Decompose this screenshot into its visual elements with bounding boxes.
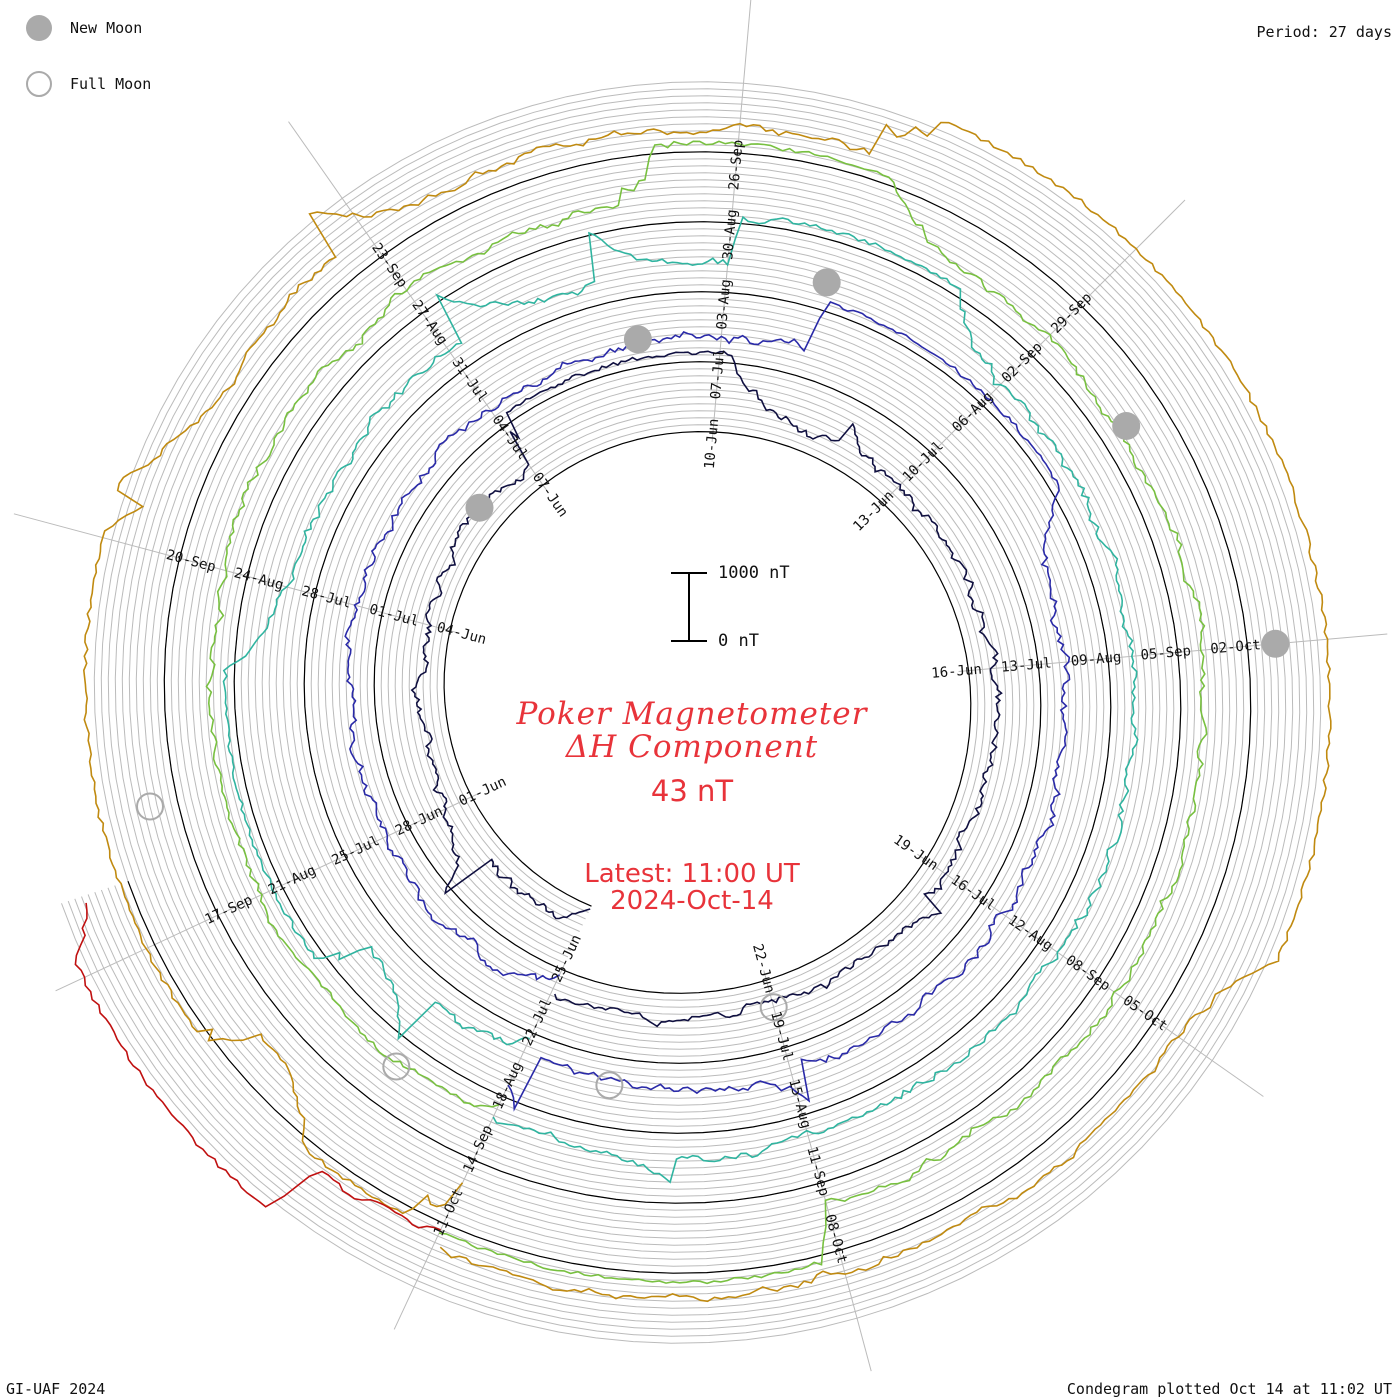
date-label: 23-Sep (368, 240, 410, 291)
grid-spiral-7 (81, 102, 1301, 1323)
date-label: 03-Aug (714, 279, 734, 331)
grid-spiral-5 (94, 116, 1287, 1309)
spoke-5 (874, 199, 1186, 511)
spoke-3 (288, 121, 550, 494)
date-label: 04-Jun (435, 620, 488, 649)
date-label: 08-Oct (822, 1213, 851, 1266)
trace-turn-2 (344, 301, 1071, 1112)
legend-full-moon: Full Moon (26, 68, 151, 100)
new-moon-marker (812, 268, 841, 297)
date-label: 07-Jul (708, 348, 728, 400)
date-label: 28-Jun (393, 803, 446, 839)
latest-date: 2024-Oct-14 (610, 886, 774, 916)
grid-spiral-4 (100, 123, 1280, 1302)
date-label: 13-Jul (1001, 655, 1053, 675)
grid-spiral-6 (87, 109, 1294, 1316)
grid-spiral-9 (67, 88, 1315, 1337)
new-moon-marker (465, 493, 494, 522)
grid-spiral-2 (114, 137, 1266, 1288)
scale-top-label: 1000 nT (718, 563, 790, 583)
new-moon-marker (1112, 412, 1141, 440)
spoke-1 (55, 792, 482, 992)
current-value: 43 nT (650, 774, 734, 808)
new-moon-marker (623, 325, 652, 354)
full-moon-marker (759, 993, 788, 1022)
date-label: 19-Jul (767, 1010, 796, 1063)
spoke-9 (393, 960, 567, 1330)
chart-title: Poker Magnetometer (516, 696, 868, 732)
date-label: 02-Oct (1210, 637, 1262, 657)
moon-markers (136, 268, 1290, 1100)
spoke-8 (763, 970, 872, 1372)
date-label: 05-Oct (1120, 993, 1171, 1035)
spokes (13, 0, 1388, 1372)
baseline-spiral (127, 151, 1252, 1274)
date-label: 15-Aug (785, 1077, 814, 1130)
baseline-spiral-path (127, 151, 1252, 1274)
new-moon-icon (26, 15, 52, 41)
spoke-7 (917, 853, 1264, 1097)
data-traces (74, 121, 1332, 1303)
date-label: 08-Sep (1062, 952, 1113, 994)
legend-new-moon: New Moon (26, 12, 142, 44)
grid-layer (61, 81, 1322, 1344)
date-label: 30-Aug (720, 209, 740, 261)
date-label: 26-Sep (726, 139, 746, 191)
legend-new-moon-label: New Moon (70, 19, 143, 37)
date-label: 07-Jun (529, 470, 571, 521)
latest-time: Latest: 11:00 UT (584, 859, 800, 889)
chart-subtitle: ΔH Component (565, 729, 819, 765)
spoke-2 (13, 513, 460, 634)
legend-full-moon-label: Full Moon (70, 75, 152, 93)
scale-bar (671, 572, 707, 642)
date-label: 11-Sep (803, 1145, 832, 1198)
full-moon-marker (382, 1052, 411, 1081)
date-label: 12-Aug (1005, 912, 1056, 954)
date-label: 27-Aug (408, 297, 450, 348)
footer-plot-time: Condegram plotted Oct 14 at 11:02 UT (1066, 1380, 1392, 1398)
full-moon-icon (26, 71, 52, 97)
scale-bottom-label: 0 nT (718, 631, 759, 651)
date-label: 09-Aug (1070, 649, 1122, 669)
date-label: 22-Jun (749, 942, 778, 995)
period-label: Period: 27 days (1256, 23, 1392, 41)
spoke-6 (958, 633, 1388, 672)
trace-turn-6 (74, 902, 441, 1231)
date-label: 25-Jul (329, 833, 382, 869)
date-label: 10-Jun (702, 418, 722, 470)
footer-credit: GI-UAF 2024 (6, 1380, 106, 1398)
spoke-4 (711, 0, 752, 442)
trace-turn-3 (222, 215, 1139, 1184)
full-moon-marker (136, 792, 164, 821)
trace-turn-5 (82, 121, 1332, 1303)
new-moon-marker (1261, 629, 1290, 658)
full-moon-marker (595, 1071, 624, 1100)
trace-turn-1 (410, 350, 1003, 1028)
date-label: 05-Sep (1140, 643, 1192, 663)
grid-spiral-8 (74, 95, 1308, 1330)
trace-turn-4 (205, 140, 1208, 1285)
date-label: 16-Jun (931, 662, 983, 682)
